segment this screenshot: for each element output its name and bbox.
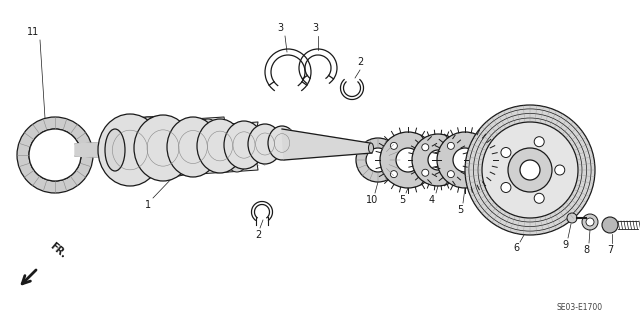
Circle shape <box>447 142 454 149</box>
Circle shape <box>476 171 483 178</box>
Text: 8: 8 <box>583 245 589 255</box>
Text: 2: 2 <box>357 57 363 67</box>
Circle shape <box>17 117 93 193</box>
Ellipse shape <box>105 129 125 171</box>
Circle shape <box>447 171 454 178</box>
Circle shape <box>419 171 426 178</box>
Circle shape <box>508 148 552 192</box>
Circle shape <box>447 144 454 151</box>
Ellipse shape <box>248 124 282 164</box>
Text: FR.: FR. <box>48 241 68 260</box>
Text: SE03-E1700: SE03-E1700 <box>557 303 603 313</box>
Ellipse shape <box>98 114 162 186</box>
Text: 11: 11 <box>27 27 39 37</box>
Text: 10: 10 <box>366 195 378 205</box>
Ellipse shape <box>224 121 264 169</box>
Circle shape <box>366 148 390 172</box>
Circle shape <box>422 169 429 176</box>
Ellipse shape <box>268 126 296 160</box>
Polygon shape <box>162 120 198 148</box>
Polygon shape <box>193 145 228 174</box>
Circle shape <box>501 182 511 192</box>
Polygon shape <box>224 143 258 172</box>
Circle shape <box>428 150 448 170</box>
Text: 6: 6 <box>513 243 519 253</box>
Ellipse shape <box>197 119 219 145</box>
Text: 3: 3 <box>312 23 318 33</box>
Circle shape <box>520 160 540 180</box>
Text: 4: 4 <box>429 195 435 205</box>
Text: 5: 5 <box>399 195 405 205</box>
Circle shape <box>582 214 598 230</box>
Circle shape <box>465 105 595 235</box>
Ellipse shape <box>134 117 162 149</box>
Ellipse shape <box>167 117 219 177</box>
Ellipse shape <box>369 143 374 153</box>
Ellipse shape <box>227 148 247 172</box>
Polygon shape <box>224 122 258 147</box>
Polygon shape <box>282 129 372 160</box>
Polygon shape <box>130 116 168 150</box>
Circle shape <box>419 142 426 149</box>
Circle shape <box>586 218 594 226</box>
Circle shape <box>555 165 564 175</box>
Circle shape <box>396 148 420 172</box>
Ellipse shape <box>197 119 243 173</box>
Ellipse shape <box>134 115 192 181</box>
Circle shape <box>453 148 477 172</box>
Circle shape <box>422 144 429 151</box>
Circle shape <box>437 132 493 188</box>
Circle shape <box>602 217 618 233</box>
Polygon shape <box>75 142 115 158</box>
Text: 5: 5 <box>457 205 463 215</box>
Circle shape <box>534 137 544 147</box>
Circle shape <box>501 147 511 158</box>
Circle shape <box>476 142 483 149</box>
Circle shape <box>412 134 464 186</box>
Circle shape <box>447 169 454 176</box>
Text: 9: 9 <box>562 240 568 250</box>
Circle shape <box>29 129 81 181</box>
Text: 2: 2 <box>255 230 261 240</box>
Polygon shape <box>193 117 229 149</box>
Circle shape <box>534 193 544 203</box>
Text: 7: 7 <box>607 245 613 255</box>
Circle shape <box>482 122 578 218</box>
Circle shape <box>356 138 400 182</box>
Ellipse shape <box>166 148 190 176</box>
Text: 3: 3 <box>277 23 283 33</box>
Polygon shape <box>162 147 198 176</box>
Circle shape <box>380 132 436 188</box>
Circle shape <box>567 213 577 223</box>
Polygon shape <box>130 148 168 178</box>
Text: 1: 1 <box>145 200 151 210</box>
Circle shape <box>390 171 397 178</box>
Circle shape <box>390 142 397 149</box>
